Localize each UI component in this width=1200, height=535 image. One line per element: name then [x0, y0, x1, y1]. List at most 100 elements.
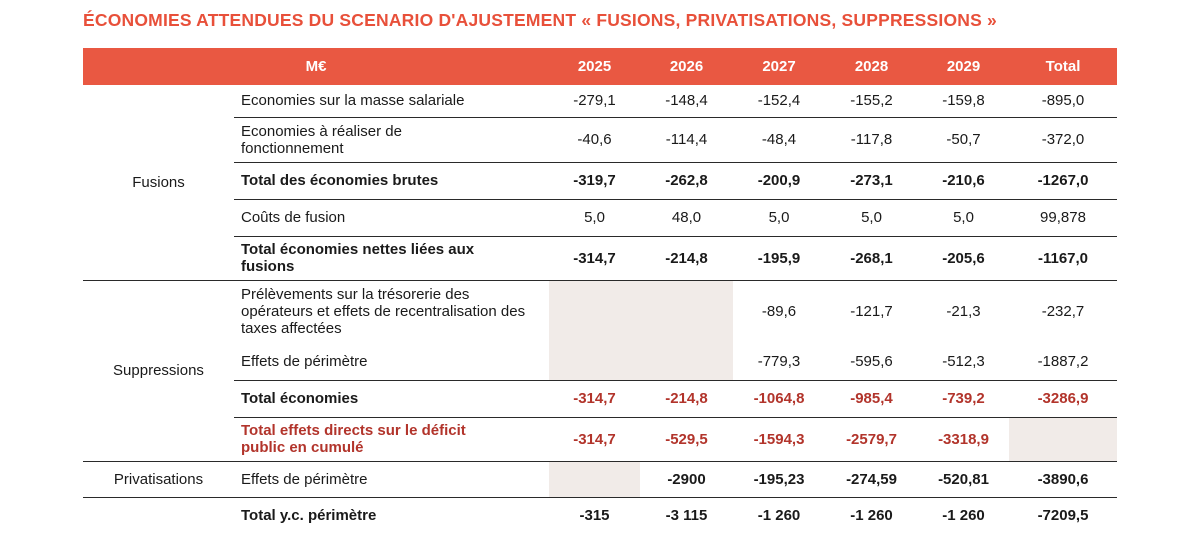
cell-value: -985,4 — [825, 380, 918, 418]
table-title: ÉCONOMIES ATTENDUES DU SCENARIO D'AJUSTE… — [83, 10, 997, 30]
header-total: Total — [1009, 48, 1117, 85]
cell-value: -1594,3 — [733, 417, 825, 462]
cell-empty — [1009, 417, 1117, 462]
cell-empty — [549, 343, 640, 381]
cell-empty — [549, 280, 640, 343]
row-label: Total y.c. périmètre — [241, 507, 377, 525]
cell-value: 5,0 — [733, 199, 825, 237]
header-year: 2028 — [825, 48, 918, 85]
header-year: 2026 — [640, 48, 733, 85]
cell-value: -7209,5 — [1037, 507, 1089, 525]
cell-value: -1887,2 — [1009, 343, 1117, 381]
cell-value: -3318,9 — [918, 417, 1009, 462]
cell-value: -595,6 — [825, 343, 918, 381]
table-row: Total effets directs sur le déficit publ… — [83, 417, 1117, 462]
row-label: Total effets directs sur le déficit publ… — [234, 417, 549, 462]
cell-value: -314,7 — [549, 236, 640, 281]
cell-value: -273,1 — [825, 162, 918, 200]
header-row: M€ 2025 2026 2027 2028 2029 Total — [83, 48, 1117, 85]
cell-value: -520,81 — [918, 461, 1009, 498]
row-label-text: Total effets directs sur le déficit publ… — [241, 422, 466, 456]
row-label: Coûts de fusion — [234, 199, 549, 237]
cell-value: -152,4 — [733, 85, 825, 118]
table-row: Privatisations Effets de périmètre -2900… — [83, 461, 1117, 498]
group-label-suppressions: Suppressions — [83, 280, 234, 462]
cell-value: -268,1 — [825, 236, 918, 281]
row-label: Total économies — [234, 380, 549, 418]
cell-value: -214,8 — [640, 380, 733, 418]
cell-value: -89,6 — [761, 303, 797, 321]
cell-value: -279,1 — [549, 85, 640, 118]
cell-value: -3890,6 — [1009, 461, 1117, 498]
cell-value: -372,0 — [1009, 117, 1117, 163]
table-row: Total y.c. périmètre -315 -3 115 -1 260 … — [83, 497, 1117, 534]
cell-value: -114,4 — [640, 117, 733, 163]
cell-value: -3286,9 — [1009, 380, 1117, 418]
cell-value: -512,3 — [918, 343, 1009, 381]
table-row: Suppressions Prélèvements sur la trésore… — [83, 280, 1117, 462]
cell-value: -3 115 — [665, 507, 708, 525]
cell-value: 5,0 — [825, 199, 918, 237]
row-label: Effets de périmètre — [234, 461, 549, 498]
group-label-fusions: Fusions — [83, 85, 234, 281]
cell-value: -314,7 — [549, 417, 640, 462]
cell-value: -121,7 — [850, 303, 893, 321]
group-label-privatisations: Privatisations — [83, 461, 234, 498]
cell-empty — [640, 343, 733, 381]
cell-value: -2900 — [640, 461, 733, 498]
cell-value: -274,59 — [825, 461, 918, 498]
cell-value: -319,7 — [549, 162, 640, 200]
row-label-text: Economies à réaliser de fonctionnement — [241, 122, 402, 157]
cell-empty — [640, 280, 733, 343]
cell-value: 5,0 — [549, 199, 640, 237]
row-label: Effets de périmètre — [234, 343, 549, 381]
table-row: Total économies nettes liées aux fusions… — [83, 236, 1117, 281]
table-row: Total des économies brutes -319,7 -262,8… — [83, 162, 1117, 200]
cell-value: 48,0 — [640, 199, 733, 237]
cell-value: -2579,7 — [825, 417, 918, 462]
table-row: Total économies -314,7 -214,8 -1064,8 -9… — [83, 380, 1117, 418]
row-label: Economies à réaliser de fonctionnement — [234, 117, 549, 163]
cell-value: -40,6 — [549, 117, 640, 163]
cell-value: -262,8 — [640, 162, 733, 200]
table-row: Fusions Economies sur la masse salariale… — [83, 85, 1117, 281]
cell-value: 99,878 — [1009, 199, 1117, 237]
header-year: 2027 — [733, 48, 825, 85]
cell-value: -195,9 — [733, 236, 825, 281]
cell-value: -214,8 — [640, 236, 733, 281]
cell-value: -1 260 — [942, 507, 985, 525]
table-row: Effets de périmètre -779,3 -595,6 -512,3… — [83, 343, 1117, 381]
cell-value: -48,4 — [733, 117, 825, 163]
savings-table: M€ 2025 2026 2027 2028 2029 Total Fusion… — [83, 48, 1117, 534]
table-row: Coûts de fusion 5,0 48,0 5,0 5,0 5,0 99,… — [83, 199, 1117, 237]
cell-value: -895,0 — [1009, 85, 1117, 118]
cell-value: -314,7 — [549, 380, 640, 418]
row-label-text: Prélèvements sur la trésorerie des opéra… — [241, 286, 526, 338]
cell-value: -739,2 — [918, 380, 1009, 418]
cell-value: -1064,8 — [733, 380, 825, 418]
header-year: 2029 — [918, 48, 1009, 85]
cell-empty — [549, 461, 640, 498]
row-label: Prélèvements sur la trésorerie des opéra… — [234, 280, 549, 343]
header-year: 2025 — [549, 48, 640, 85]
cell-value: -1 260 — [850, 507, 893, 525]
cell-value: -1167,0 — [1009, 236, 1117, 281]
cell-value: -21,3 — [946, 303, 981, 321]
cell-value: -529,5 — [640, 417, 733, 462]
row-label: Economies sur la masse salariale — [234, 85, 549, 118]
cell-value: -779,3 — [733, 343, 825, 381]
row-label-text: Total économies nettes liées aux fusions — [241, 241, 475, 275]
cell-value: -1267,0 — [1009, 162, 1117, 200]
cell-value: -195,23 — [733, 461, 825, 498]
cell-value: -210,6 — [918, 162, 1009, 200]
cell-value: -1 260 — [757, 507, 801, 525]
row-label: Total des économies brutes — [234, 162, 549, 200]
cell-value: -50,7 — [918, 117, 1009, 163]
table-row: Economies à réaliser de fonctionnement -… — [83, 117, 1117, 163]
cell-value: 5,0 — [918, 199, 1009, 237]
header-unit: M€ — [83, 48, 549, 85]
cell-value: -159,8 — [918, 85, 1009, 118]
cell-value: -155,2 — [825, 85, 918, 118]
cell-value: -148,4 — [640, 85, 733, 118]
row-label: Total économies nettes liées aux fusions — [234, 236, 549, 281]
